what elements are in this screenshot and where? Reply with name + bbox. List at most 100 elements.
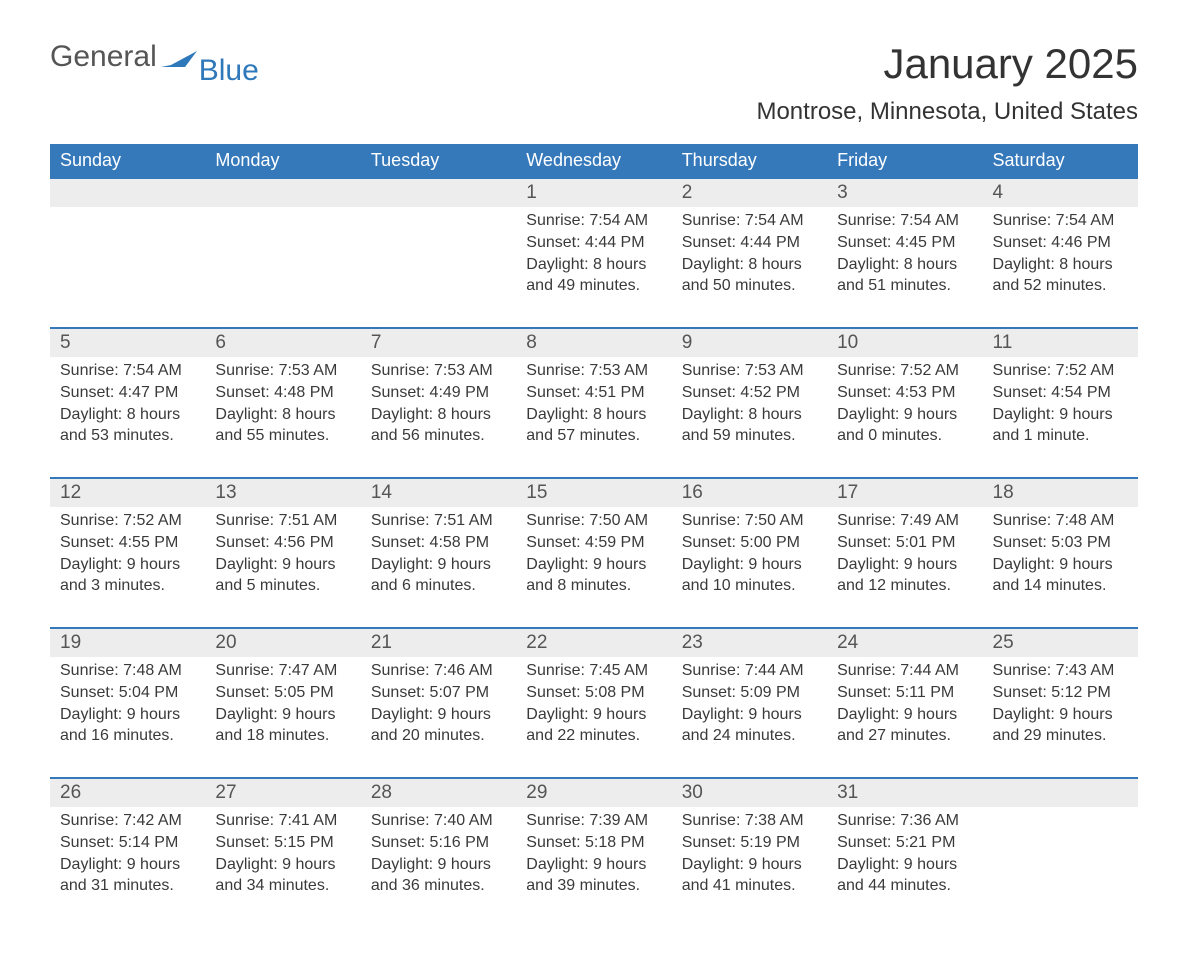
day-header-row: SundayMondayTuesdayWednesdayThursdayFrid… xyxy=(50,144,1138,178)
week-detail-row: Sunrise: 7:54 AMSunset: 4:44 PMDaylight:… xyxy=(50,207,1138,328)
day-header: Friday xyxy=(827,144,982,178)
day-dl2: and 29 minutes. xyxy=(993,726,1128,747)
day-sunrise: Sunrise: 7:40 AM xyxy=(371,811,506,832)
day-sunset: Sunset: 5:21 PM xyxy=(837,833,972,854)
day-number-cell: 8 xyxy=(516,328,671,357)
day-detail-cell: Sunrise: 7:52 AMSunset: 4:54 PMDaylight:… xyxy=(983,357,1138,478)
day-sunset: Sunset: 4:48 PM xyxy=(215,383,350,404)
day-dl1: Daylight: 9 hours xyxy=(215,555,350,576)
day-number-cell: 26 xyxy=(50,778,205,807)
day-detail-cell: Sunrise: 7:47 AMSunset: 5:05 PMDaylight:… xyxy=(205,657,360,778)
day-sunrise: Sunrise: 7:52 AM xyxy=(993,361,1128,382)
day-sunset: Sunset: 4:44 PM xyxy=(682,233,817,254)
day-detail-cell: Sunrise: 7:52 AMSunset: 4:53 PMDaylight:… xyxy=(827,357,982,478)
day-sunset: Sunset: 5:11 PM xyxy=(837,683,972,704)
day-dl2: and 36 minutes. xyxy=(371,876,506,897)
day-detail-cell xyxy=(361,207,516,328)
calendar-table: SundayMondayTuesdayWednesdayThursdayFrid… xyxy=(50,144,1138,927)
day-dl1: Daylight: 8 hours xyxy=(682,255,817,276)
day-sunrise: Sunrise: 7:45 AM xyxy=(526,661,661,682)
day-dl2: and 50 minutes. xyxy=(682,276,817,297)
day-number-cell: 17 xyxy=(827,478,982,507)
day-dl2: and 10 minutes. xyxy=(682,576,817,597)
day-sunrise: Sunrise: 7:54 AM xyxy=(60,361,195,382)
day-sunrise: Sunrise: 7:48 AM xyxy=(993,511,1128,532)
day-detail-cell: Sunrise: 7:42 AMSunset: 5:14 PMDaylight:… xyxy=(50,807,205,927)
day-dl2: and 14 minutes. xyxy=(993,576,1128,597)
day-sunrise: Sunrise: 7:36 AM xyxy=(837,811,972,832)
week-detail-row: Sunrise: 7:42 AMSunset: 5:14 PM Daylight:… xyxy=(50,807,1138,927)
day-dl2: and 51 minutes. xyxy=(837,276,972,297)
day-number-cell: 10 xyxy=(827,328,982,357)
day-sunset: Sunset: 5:15 PM xyxy=(215,833,350,854)
day-sunrise: Sunrise: 7:46 AM xyxy=(371,661,506,682)
day-sunset: Sunset: 4:59 PM xyxy=(526,533,661,554)
day-number-cell: 25 xyxy=(983,628,1138,657)
month-title: January 2025 xyxy=(756,40,1138,88)
day-dl1: Daylight: 8 hours xyxy=(993,255,1128,276)
day-dl1: Daylight: 8 hours xyxy=(526,255,661,276)
day-sunset: Sunset: 4:46 PM xyxy=(993,233,1128,254)
day-dl1: Daylight: 8 hours xyxy=(215,405,350,426)
week-detail-row: Sunrise: 7:52 AMSunset: 4:55 PMDaylight:… xyxy=(50,507,1138,628)
logo-text-general: General xyxy=(50,40,157,74)
day-sunset: Sunset: 5:12 PM xyxy=(993,683,1128,704)
day-detail-cell: Sunrise: 7:54 AMSunset: 4:45 PMDaylight:… xyxy=(827,207,982,328)
day-number-cell: 1 xyxy=(516,178,671,207)
day-number-cell: 9 xyxy=(672,328,827,357)
day-dl1: Daylight: 9 hours xyxy=(837,705,972,726)
day-sunset: Sunset: 4:52 PM xyxy=(682,383,817,404)
day-dl1: Daylight: 9 hours xyxy=(682,855,817,876)
day-detail-cell: Sunrise: 7:44 AMSunset: 5:09 PMDaylight:… xyxy=(672,657,827,778)
day-dl2: and 22 minutes. xyxy=(526,726,661,747)
day-detail-cell: Sunrise: 7:52 AMSunset: 4:55 PMDaylight:… xyxy=(50,507,205,628)
day-detail-cell: Sunrise: 7:36 AMSunset: 5:21 PMDaylight:… xyxy=(827,807,982,927)
day-detail-cell: Sunrise: 7:54 AMSunset: 4:44 PMDaylight:… xyxy=(672,207,827,328)
logo-text-blue: Blue xyxy=(199,54,259,88)
day-sunrise: Sunrise: 7:44 AM xyxy=(682,661,817,682)
day-sunrise: Sunrise: 7:41 AM xyxy=(215,811,350,832)
week-detail-row: Sunrise: 7:54 AMSunset: 4:47 PMDaylight:… xyxy=(50,357,1138,478)
day-sunrise: Sunrise: 7:48 AM xyxy=(60,661,195,682)
day-dl2: and 44 minutes. xyxy=(837,876,972,897)
day-detail-cell: Sunrise: 7:51 AMSunset: 4:58 PMDaylight:… xyxy=(361,507,516,628)
day-dl2: and 20 minutes. xyxy=(371,726,506,747)
day-dl1: Daylight: 8 hours xyxy=(682,405,817,426)
day-dl1: Daylight: 8 hours xyxy=(837,255,972,276)
day-dl1: Daylight: 9 hours xyxy=(837,855,972,876)
day-sunrise: Sunrise: 7:51 AM xyxy=(371,511,506,532)
day-sunrise: Sunrise: 7:53 AM xyxy=(215,361,350,382)
day-dl2: and 6 minutes. xyxy=(371,576,506,597)
day-sunrise: Sunrise: 7:53 AM xyxy=(526,361,661,382)
day-number-cell: 5 xyxy=(50,328,205,357)
day-dl1: Daylight: 8 hours xyxy=(526,405,661,426)
day-sunrise: Sunrise: 7:54 AM xyxy=(682,211,817,232)
day-sunset: Sunset: 4:53 PM xyxy=(837,383,972,404)
day-sunset: Sunset: 4:54 PM xyxy=(993,383,1128,404)
location-subtitle: Montrose, Minnesota, United States xyxy=(756,98,1138,126)
day-number-cell: 29 xyxy=(516,778,671,807)
day-sunset: Sunset: 5:14 PM xyxy=(60,833,195,854)
day-sunset: Sunset: 4:44 PM xyxy=(526,233,661,254)
day-header: Saturday xyxy=(983,144,1138,178)
day-dl1: Daylight: 9 hours xyxy=(60,555,195,576)
week-daynum-row: 12131415161718 xyxy=(50,478,1138,507)
day-number-cell xyxy=(205,178,360,207)
day-number-cell: 22 xyxy=(516,628,671,657)
day-detail-cell: Sunrise: 7:53 AMSunset: 4:52 PMDaylight:… xyxy=(672,357,827,478)
day-dl1: Daylight: 9 hours xyxy=(993,405,1128,426)
day-number-cell: 4 xyxy=(983,178,1138,207)
day-sunrise: Sunrise: 7:42 AM xyxy=(60,811,195,832)
day-number-cell: 13 xyxy=(205,478,360,507)
day-sunrise: Sunrise: 7:50 AM xyxy=(526,511,661,532)
day-sunrise: Sunrise: 7:43 AM xyxy=(993,661,1128,682)
day-dl1: Daylight: 9 hours xyxy=(371,855,506,876)
day-sunrise: Sunrise: 7:53 AM xyxy=(371,361,506,382)
day-dl2: and 53 minutes. xyxy=(60,426,195,447)
day-number-cell: 27 xyxy=(205,778,360,807)
day-detail-cell: Sunrise: 7:50 AMSunset: 5:00 PMDaylight:… xyxy=(672,507,827,628)
day-number-cell: 14 xyxy=(361,478,516,507)
day-dl1: Daylight: 9 hours xyxy=(526,555,661,576)
day-sunrise: Sunrise: 7:53 AM xyxy=(682,361,817,382)
day-detail-cell: Sunrise: 7:40 AMSunset: 5:16 PMDaylight:… xyxy=(361,807,516,927)
